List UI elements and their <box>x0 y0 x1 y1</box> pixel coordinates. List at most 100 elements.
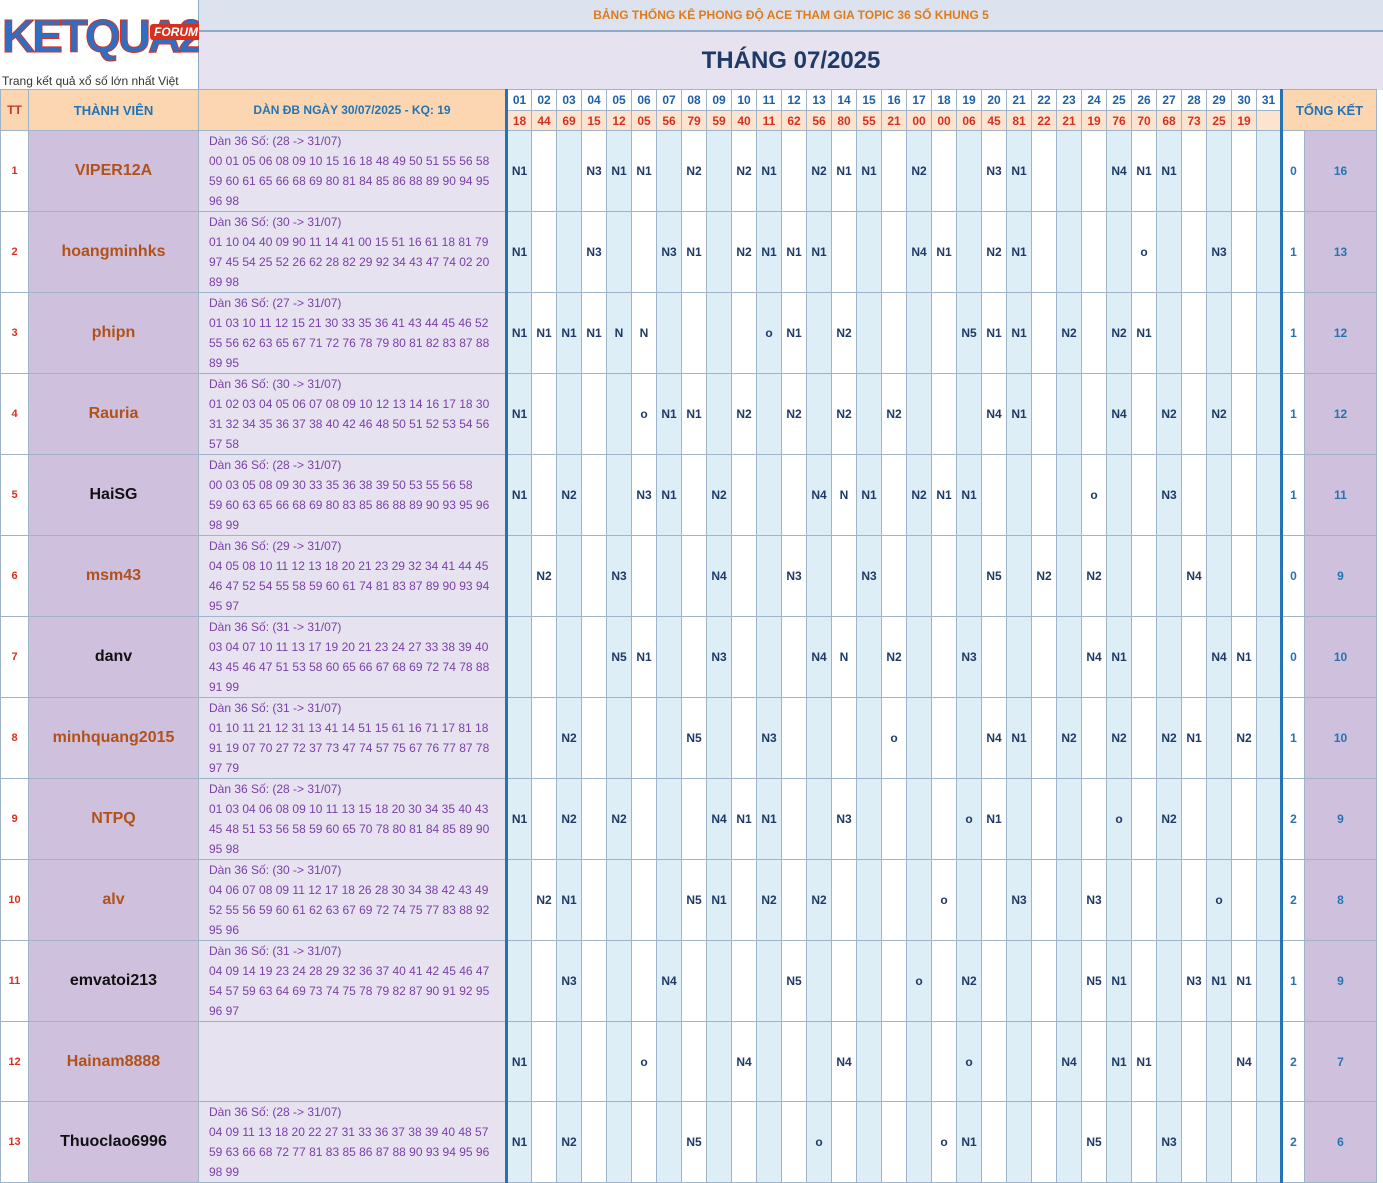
day-cell <box>956 211 982 293</box>
day-cell <box>1181 211 1207 293</box>
number-set-title: Dàn 36 Số: (31 -> 31/07) <box>209 944 342 958</box>
day-cell <box>756 373 782 455</box>
day-cell <box>706 211 732 293</box>
number-set-line: 04 09 14 19 23 24 28 29 32 36 37 40 41 4… <box>209 964 490 978</box>
day-cell <box>781 130 807 212</box>
day-cell <box>581 859 607 941</box>
day-header-25: 25 <box>1106 89 1132 111</box>
day-header-16: 16 <box>881 89 907 111</box>
member-name[interactable]: hoangminhks <box>28 211 199 293</box>
day-cell <box>556 211 582 293</box>
day-result-08: 79 <box>681 110 707 131</box>
day-cell <box>831 211 857 293</box>
member-number-set: Dàn 36 Số: (30 -> 31/07) 01 02 03 04 05 0… <box>198 373 508 455</box>
day-cell <box>856 373 882 455</box>
day-cell <box>1206 697 1232 779</box>
day-cell: N1 <box>656 454 682 536</box>
day-cell <box>981 859 1007 941</box>
day-cell <box>1231 211 1257 293</box>
number-set-line: 31 32 34 35 36 37 38 40 42 46 48 50 51 5… <box>209 417 490 431</box>
day-cell <box>531 1101 557 1183</box>
member-name[interactable]: NTPQ <box>28 778 199 860</box>
day-result-16: 21 <box>881 110 907 131</box>
day-cell: N2 <box>831 373 857 455</box>
day-cell <box>881 778 907 860</box>
number-set-title: Dàn 36 Số: (28 -> 31/07) <box>209 458 342 472</box>
table-row: 4 Rauria Dàn 36 Số: (30 -> 31/07) 01 02 03 … <box>0 373 1377 455</box>
summary-count: 0 <box>1280 616 1305 698</box>
day-cell: N5 <box>1081 940 1107 1022</box>
day-cell <box>856 940 882 1022</box>
day-header-22: 22 <box>1031 89 1057 111</box>
day-cell: N4 <box>1081 616 1107 698</box>
member-name[interactable]: Thuoclao6996 <box>28 1101 199 1183</box>
day-cell <box>1056 859 1082 941</box>
day-cell <box>656 616 682 698</box>
member-name[interactable]: phipn <box>28 292 199 374</box>
member-name[interactable]: Rauria <box>28 373 199 455</box>
day-header-19: 19 <box>956 89 982 111</box>
day-cell: N1 <box>781 292 807 374</box>
day-header-15: 15 <box>856 89 882 111</box>
day-cell <box>731 859 757 941</box>
day-cell <box>1256 940 1282 1022</box>
summary-total: 9 <box>1304 940 1377 1022</box>
day-header-24: 24 <box>1081 89 1107 111</box>
day-result-13: 56 <box>806 110 832 131</box>
day-cell <box>906 373 932 455</box>
day-cell <box>1031 454 1057 536</box>
day-cell: N1 <box>956 454 982 536</box>
day-cell: N4 <box>731 1021 757 1102</box>
number-set-title: Dàn 36 Số: (31 -> 31/07) <box>209 620 342 634</box>
member-name[interactable]: VIPER12A <box>28 130 199 212</box>
day-cell <box>956 373 982 455</box>
member-name[interactable]: emvatoi213 <box>28 940 199 1022</box>
day-cell: N2 <box>1156 697 1182 779</box>
member-name[interactable]: Hainam8888 <box>28 1021 199 1102</box>
day-cell: N1 <box>756 130 782 212</box>
day-cell: o <box>1081 454 1107 536</box>
member-name[interactable]: minhquang2015 <box>28 697 199 779</box>
number-set-line: 00 03 05 08 09 30 33 35 36 38 39 50 53 5… <box>209 478 473 492</box>
day-cell <box>906 1021 932 1102</box>
logo-forum-badge: FORUM <box>150 24 202 40</box>
day-cell <box>981 454 1007 536</box>
day-cell <box>1206 535 1232 617</box>
day-cell: N4 <box>706 778 732 860</box>
day-header-12: 12 <box>781 89 807 111</box>
day-cell <box>856 1021 882 1102</box>
day-cell: N1 <box>506 373 532 455</box>
table-row: 11 emvatoi213 Dàn 36 Số: (31 -> 31/07) 04 0… <box>0 940 1377 1022</box>
day-cell: N2 <box>1081 535 1107 617</box>
member-name[interactable]: danv <box>28 616 199 698</box>
day-header-10: 10 <box>731 89 757 111</box>
member-number-set: Dàn 36 Số: (28 -> 31/07) 04 09 11 13 18 2… <box>198 1101 508 1183</box>
day-cell <box>806 1021 832 1102</box>
site-logo[interactable]: KETQUA2 FORUM Trang kết quả xổ số lớn nh… <box>0 0 204 102</box>
number-set-line: 95 98 <box>209 842 240 856</box>
day-result-18: 00 <box>931 110 957 131</box>
number-set-line: 03 04 07 10 11 13 17 19 20 21 23 24 27 3… <box>209 640 489 654</box>
number-set-line: 04 09 11 13 18 20 22 27 31 33 36 37 38 3… <box>209 1125 489 1139</box>
day-cell <box>781 697 807 779</box>
member-name[interactable]: msm43 <box>28 535 199 617</box>
day-result-22: 22 <box>1031 110 1057 131</box>
day-cell: N2 <box>981 211 1007 293</box>
header-tt: TT <box>0 89 29 131</box>
summary-total: 13 <box>1304 211 1377 293</box>
day-cell <box>531 778 557 860</box>
member-name[interactable]: alv <box>28 859 199 941</box>
day-cell: N2 <box>1156 373 1182 455</box>
table-row: 7 danv Dàn 36 Số: (31 -> 31/07) 03 04 07 10… <box>0 616 1377 698</box>
day-cell: N3 <box>956 616 982 698</box>
day-cell: N5 <box>1081 1101 1107 1183</box>
day-cell: N1 <box>1106 940 1132 1022</box>
day-cell <box>581 1101 607 1183</box>
day-cell <box>631 859 657 941</box>
day-cell: N1 <box>1181 697 1207 779</box>
day-cell: N3 <box>581 211 607 293</box>
member-name[interactable]: HaiSG <box>28 454 199 536</box>
day-cell <box>1181 373 1207 455</box>
day-cell <box>531 1021 557 1102</box>
day-cell <box>931 697 957 779</box>
